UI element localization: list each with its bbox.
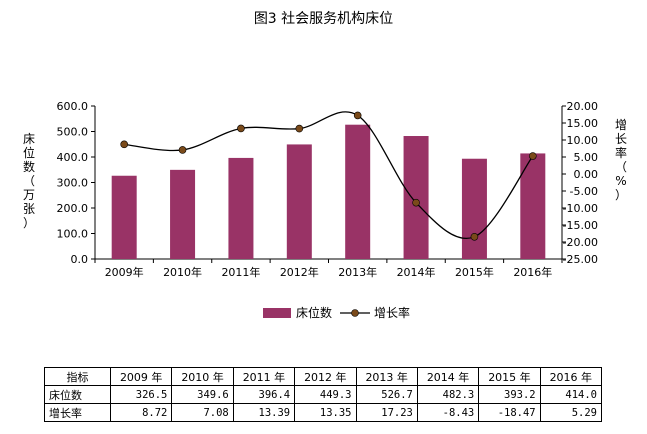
table-row: 床位数 326.5 349.6 396.4 449.3 526.7 482.3 …: [44, 385, 603, 404]
bar: [520, 153, 546, 259]
x-tick-label: 2016年: [513, 265, 552, 279]
table-cell: 8.72: [109, 403, 173, 422]
bar: [345, 124, 371, 259]
growth-rate-point: [353, 111, 362, 120]
chart-title: 图3 社会服务机构床位: [253, 11, 394, 27]
table-row-label: 增长率: [44, 403, 111, 422]
table-header-cell: 2012 年: [294, 367, 357, 386]
legend-bar-swatch: [263, 308, 291, 318]
y-tick-label-left: 500.0: [57, 126, 89, 139]
x-tick-label: 2010年: [163, 265, 202, 279]
bar: [111, 175, 137, 259]
table-cell: 449.3: [294, 385, 357, 404]
x-tick-label: 2013年: [338, 265, 377, 279]
table-header-cell: 2015 年: [478, 367, 541, 386]
y-tick-label-left: 100.0: [57, 228, 89, 241]
table-cell: 526.7: [355, 385, 418, 404]
y-tick-label-right: 15.00: [567, 117, 599, 130]
y-tick-label-right: -20.00: [563, 236, 598, 249]
y-tick-label-right: 10.00: [567, 134, 599, 147]
table-header-cell: 2010 年: [171, 367, 234, 386]
table-cell: 396.4: [232, 385, 296, 404]
growth-rate-point: [178, 146, 187, 154]
table-cell: 393.2: [478, 385, 541, 404]
y-axis-left-label: 床位数（万张）: [22, 132, 35, 230]
table-cell: 326.5: [109, 385, 173, 404]
y-tick-label-left: 600.0: [57, 100, 89, 113]
table-cell: 5.29: [539, 403, 603, 422]
bar: [170, 169, 196, 259]
table-header-cell: 2009 年: [109, 367, 173, 386]
table-header-cell: 指标: [44, 367, 111, 386]
y-tick-label-right: 5.00: [574, 151, 599, 164]
table-cell: -8.43: [416, 403, 480, 422]
x-tick-label: 2014年: [397, 265, 436, 279]
legend-line-label: 增长率: [374, 305, 410, 320]
table-header-cell: 2013 年: [355, 367, 418, 386]
growth-rate-point: [412, 198, 420, 207]
growth-rate-point: [120, 140, 128, 149]
table-cell: 13.35: [294, 403, 357, 422]
table-cell: 7.08: [171, 403, 234, 422]
bar: [228, 157, 254, 259]
x-tick-label: 2009年: [105, 265, 144, 279]
table-cell: 414.0: [539, 385, 603, 404]
table-header-cell: 2014 年: [416, 367, 480, 386]
data-table: 指标 2009 年 2010 年 2011 年 2012 年 2013 年 20…: [44, 367, 603, 422]
table-header-cell: 2011 年: [232, 367, 296, 386]
table-row: 增长率 8.72 7.08 13.39 13.35 17.23 -8.43 -1…: [44, 403, 603, 422]
y-tick-label-left: 400.0: [57, 151, 89, 164]
table-row-label: 床位数: [44, 385, 111, 404]
y-tick-label-right: -5.00: [570, 185, 598, 198]
y-tick-label-right: 20.00: [567, 100, 599, 113]
x-tick-label: 2012年: [280, 265, 319, 279]
bar: [461, 158, 487, 259]
table-cell: 13.39: [232, 403, 296, 422]
y-tick-label-right: -10.00: [563, 202, 598, 215]
y-tick-label-right: -25.00: [563, 253, 598, 266]
growth-rate-point: [295, 124, 304, 133]
table-cell: 17.23: [355, 403, 418, 422]
legend-line-marker: [351, 309, 359, 317]
y-tick-label-right: -15.00: [563, 219, 598, 232]
table-cell: 349.6: [171, 385, 234, 404]
table-cell: 482.3: [416, 385, 480, 404]
table-cell: -18.47: [478, 403, 541, 422]
legend-bar-label: 床位数: [296, 305, 332, 320]
table-header-row: 指标 2009 年 2010 年 2011 年 2012 年 2013 年 20…: [44, 367, 603, 386]
y-tick-label-right: 0.00: [574, 168, 599, 181]
bar: [286, 144, 312, 259]
y-tick-label-left: 300.0: [57, 177, 89, 190]
growth-rate-point: [529, 152, 537, 160]
growth-rate-point: [470, 232, 479, 241]
y-tick-label-left: 0.0: [71, 253, 89, 266]
x-tick-label: 2011年: [221, 265, 260, 279]
growth-rate-point: [237, 124, 245, 133]
x-tick-label: 2015年: [455, 265, 494, 279]
y-axis-right-label: 增长率（%）: [614, 118, 627, 202]
table-header-cell: 2016 年: [539, 367, 603, 386]
bar: [403, 136, 429, 259]
y-tick-label-left: 200.0: [57, 202, 89, 215]
